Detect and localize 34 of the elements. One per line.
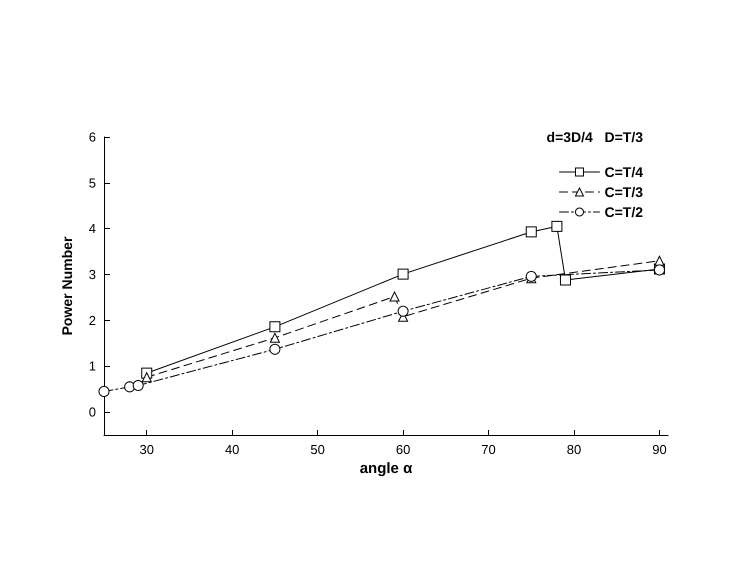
legend-label: C=T/2 xyxy=(604,204,644,220)
point xyxy=(132,380,144,391)
x-tick-label: 90 xyxy=(652,442,667,457)
y-tick-label: 1 xyxy=(88,358,96,374)
x-tick-label: 40 xyxy=(224,442,240,457)
point xyxy=(560,274,571,286)
point xyxy=(142,372,152,382)
point xyxy=(124,381,136,392)
y-tick-label: 0 xyxy=(88,404,96,420)
point xyxy=(654,256,664,266)
y-tick-label: 3 xyxy=(88,267,96,282)
point xyxy=(269,344,280,355)
point xyxy=(390,292,400,302)
point xyxy=(98,386,110,397)
point xyxy=(269,321,280,332)
y-tick-label: 4 xyxy=(88,221,96,236)
point xyxy=(398,306,409,317)
x-tick-label: 50 xyxy=(310,442,325,457)
point xyxy=(551,220,562,232)
annotation: d=3D/4 D=T/3 xyxy=(546,129,644,145)
x-axis-title: angle α xyxy=(360,460,414,477)
x-tick-label: 70 xyxy=(481,442,496,457)
legend-label: C=T/4 xyxy=(604,164,644,180)
point xyxy=(270,332,280,343)
y-tick-label: 2 xyxy=(88,312,96,328)
y-axis-title: Power Number xyxy=(59,236,75,336)
x-tick-label: 80 xyxy=(566,442,582,457)
point xyxy=(398,268,409,280)
legend-label: C=T/3 xyxy=(604,184,644,200)
point xyxy=(526,226,537,238)
y-tick-label: 5 xyxy=(88,175,96,190)
x-tick-label: 60 xyxy=(396,442,410,457)
x-tick-label: 30 xyxy=(139,442,154,457)
y-tick-label: 6 xyxy=(88,130,96,144)
